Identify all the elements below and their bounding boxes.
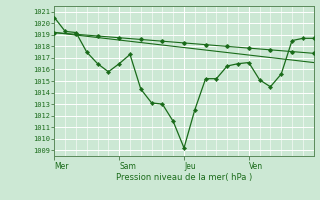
X-axis label: Pression niveau de la mer( hPa ): Pression niveau de la mer( hPa )	[116, 173, 252, 182]
